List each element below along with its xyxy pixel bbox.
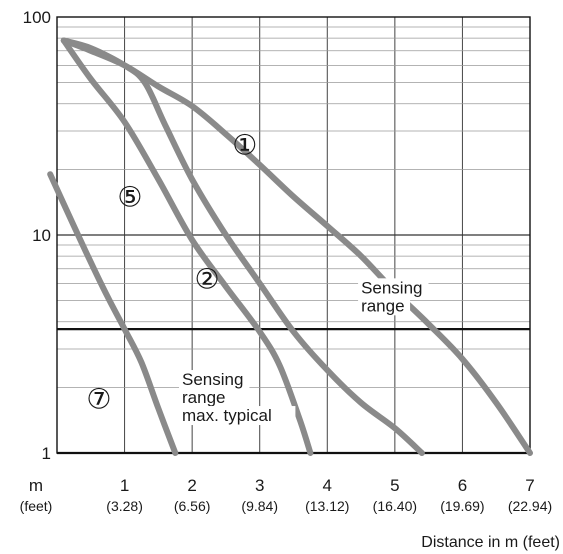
curve-marker-circ5: ⑤	[117, 182, 142, 213]
x-tick-label: 3	[255, 476, 264, 495]
x-tick-label: m	[29, 476, 43, 495]
x-tick-sublabel: (6.56)	[174, 498, 211, 514]
plot-frame	[56, 16, 531, 454]
x-tick-sublabel: (22.94)	[508, 498, 552, 514]
plot-border	[56, 16, 531, 454]
annotation-line: range	[182, 388, 225, 407]
x-tick-sublabel: (9.84)	[241, 498, 278, 514]
x-tick-label: 1	[120, 476, 129, 495]
y-tick-label: 1	[42, 444, 51, 463]
series-line	[60, 37, 314, 456]
x-axis-label: Distance in m (feet)	[421, 534, 560, 551]
curve-marker-circ1: ①	[232, 130, 257, 161]
annotation-bg	[358, 278, 429, 298]
series-line	[47, 171, 179, 456]
annotation-bg	[358, 296, 411, 316]
x-tick-label: 4	[323, 476, 332, 495]
y-tick-label: 10	[32, 226, 51, 245]
x-tick-sublabel: (16.40)	[373, 498, 417, 514]
y-axis-ticks: 1 10 100	[23, 8, 51, 463]
annotation-bg	[179, 388, 232, 408]
curve-marker-circ7: ⑦	[86, 383, 111, 414]
series-line	[60, 37, 533, 456]
reference-lines	[57, 328, 530, 455]
x-tick-label: 7	[525, 476, 534, 495]
grid	[57, 17, 530, 453]
x-tick-sublabel: (feet)	[20, 498, 53, 514]
annotation-line: max. typical	[182, 406, 272, 425]
annotation-line: Sensing	[361, 278, 422, 297]
series-line	[60, 37, 425, 456]
x-tick-sublabel: (3.28)	[106, 498, 143, 514]
x-tick-sublabel: (13.12)	[305, 498, 349, 514]
annotation-bg	[179, 406, 296, 426]
annotation-line: range	[361, 296, 404, 315]
y-tick-label: 100	[23, 8, 51, 27]
x-tick-label: 5	[390, 476, 399, 495]
annotation-bg	[179, 370, 250, 390]
series-group	[47, 37, 533, 456]
x-axis-ticks: m (feet) 1 (3.28) 2 (6.56) 3 (9.84) 4 (13.12) 5 (16…	[20, 476, 553, 514]
x-tick-label: 6	[458, 476, 467, 495]
x-tick-label: 2	[187, 476, 196, 495]
curve-marker-circ2: ②	[194, 264, 219, 295]
annotation-line: Sensing	[182, 370, 243, 389]
x-tick-sublabel: (19.69)	[440, 498, 484, 514]
